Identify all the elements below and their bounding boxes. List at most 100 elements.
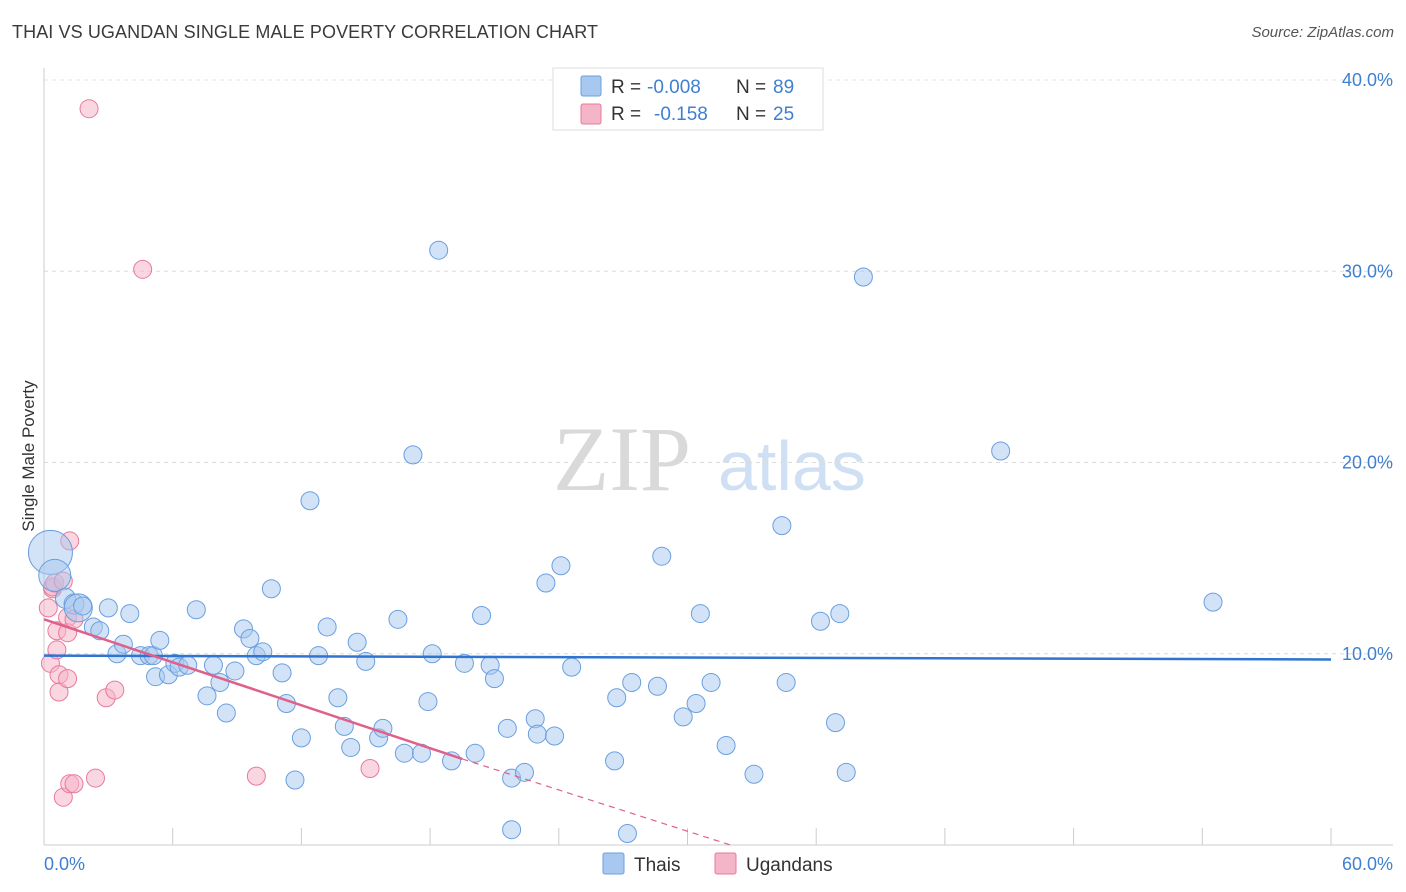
trendlines: [43, 618, 1332, 846]
thais-point: [210, 672, 230, 692]
thais-point: [744, 764, 764, 784]
thais-point: [347, 632, 367, 652]
thais-point: [341, 737, 361, 757]
thais-point: [216, 703, 236, 723]
y-tick-label-0: 10.0%: [1342, 644, 1393, 664]
thais-point: [422, 644, 442, 664]
thais-point: [403, 445, 423, 465]
thais-point: [472, 606, 492, 625]
thais-point: [429, 240, 449, 260]
legend-box: R = -0.008 N = 89 R = -0.158 N = 25: [552, 67, 824, 131]
thais-point: [418, 692, 438, 712]
thais-point: [853, 267, 873, 287]
thais-point: [607, 688, 627, 708]
thais-point: [272, 663, 292, 683]
thais-point: [686, 693, 706, 713]
ugandans-trendline: [43, 618, 463, 761]
ugandans-point: [38, 598, 58, 618]
thais-point: [716, 736, 736, 756]
thais-point: [991, 441, 1011, 461]
thais-point: [652, 546, 672, 566]
legend-r-label-ugandans: R =: [611, 104, 641, 125]
thais-point: [605, 751, 625, 771]
bottom-legend: Thais Ugandans: [602, 852, 833, 876]
ugandans-point: [79, 99, 99, 119]
thais-point: [772, 516, 792, 536]
thais-point: [545, 726, 565, 746]
bottom-legend-swatch-thais: [602, 852, 625, 875]
legend-n-value-ugandans: 25: [773, 104, 794, 125]
legend-r-label-thais: R =: [611, 77, 641, 98]
thais-point: [261, 579, 281, 599]
thais-point: [356, 651, 376, 671]
ugandans-point: [47, 640, 67, 660]
thais-point: [830, 604, 850, 624]
legend-r-value-ugandans: -0.158: [654, 104, 708, 125]
ugandans-point: [58, 669, 78, 689]
thais-point: [113, 634, 133, 654]
thais-point: [1203, 592, 1223, 612]
thais-point: [240, 628, 260, 648]
bottom-legend-swatch-ugandans: [714, 852, 737, 875]
thais-point: [536, 573, 556, 593]
bottom-legend-label-ugandans: Ugandans: [746, 855, 833, 876]
ugandans-point: [49, 682, 69, 702]
bottom-legend-label-thais: Thais: [634, 855, 680, 876]
watermark-atlas: atlas: [718, 427, 866, 505]
thais-point: [388, 609, 408, 629]
thais-point: [38, 558, 72, 592]
thais-point: [617, 824, 637, 844]
x-tick-label-max: 60.0%: [1342, 854, 1393, 874]
thais-point: [622, 672, 642, 692]
thais-point: [73, 596, 93, 616]
thais-point: [673, 707, 693, 727]
ugandans-point: [360, 759, 380, 778]
thais-point: [551, 556, 571, 576]
x-tick-label-min: 0.0%: [44, 854, 85, 874]
thais-point: [690, 604, 710, 624]
ugandans-point: [133, 259, 153, 279]
thais-point: [120, 604, 140, 624]
thais-point: [810, 611, 830, 631]
legend-r-value-thais: -0.008: [647, 77, 701, 98]
thais-point: [527, 724, 547, 744]
legend-n-label-thais: N =: [736, 77, 766, 98]
thais-point: [328, 688, 348, 708]
thais-point: [150, 630, 170, 650]
y-tick-label-1: 20.0%: [1342, 453, 1393, 473]
chart-title: THAI VS UGANDAN SINGLE MALE POVERTY CORR…: [12, 22, 599, 42]
thais-point: [454, 653, 474, 673]
ugandans-point: [246, 766, 266, 786]
thais-series: [27, 240, 1223, 844]
y-tick-label-3: 40.0%: [1342, 70, 1393, 90]
thais-trendline: [43, 654, 1332, 661]
thais-point: [225, 661, 245, 681]
ugandans-point: [105, 680, 125, 700]
thais-point: [465, 743, 485, 763]
gridlines: [44, 79, 1393, 655]
thais-point: [826, 713, 846, 733]
axes: [43, 68, 1393, 846]
thais-point: [514, 762, 534, 782]
thais-point: [701, 672, 721, 692]
thais-point: [98, 598, 118, 618]
thais-point: [502, 820, 522, 840]
legend-swatch-ugandans: [580, 103, 602, 125]
thais-point: [285, 770, 305, 790]
thais-point: [186, 600, 206, 620]
thais-point: [197, 686, 217, 706]
ugandans-point: [85, 768, 105, 788]
legend-n-value-thais: 89: [773, 77, 794, 98]
thais-point: [317, 617, 337, 637]
thais-point: [562, 657, 582, 677]
thais-point: [203, 655, 223, 675]
y-axis-label: Single Male Poverty: [19, 380, 38, 532]
thais-point: [836, 762, 856, 782]
y-tick-labels: 10.0% 20.0% 30.0% 40.0%: [1342, 70, 1393, 664]
thais-point: [291, 728, 311, 748]
thais-point: [776, 672, 796, 692]
thais-point: [253, 642, 273, 662]
thais-point: [300, 491, 320, 511]
ugandans-trendline-extension: [462, 758, 731, 846]
